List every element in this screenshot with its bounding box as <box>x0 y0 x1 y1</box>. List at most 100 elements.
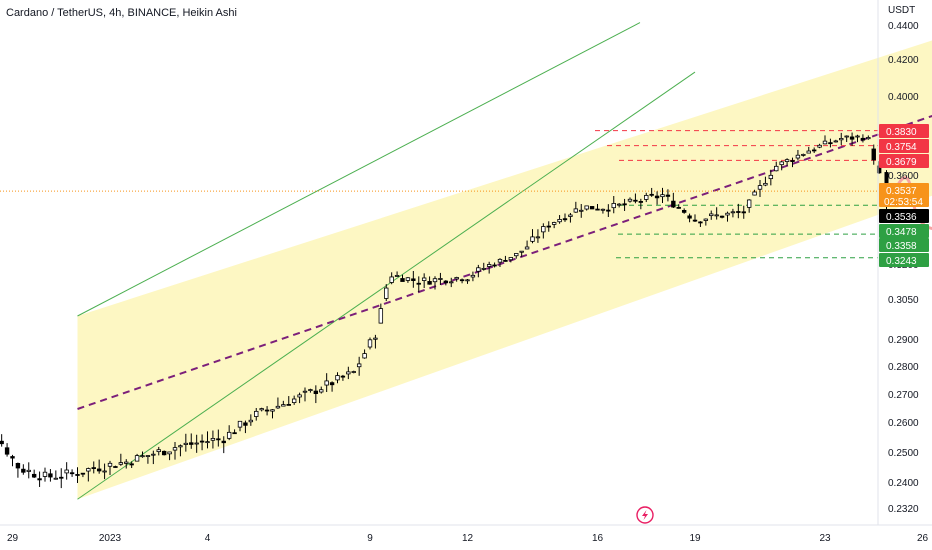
tradingview-logo-icon[interactable] <box>636 506 654 524</box>
candle-up <box>64 469 69 474</box>
candle-up <box>817 144 822 148</box>
candle-up <box>124 461 129 464</box>
candle-down <box>4 447 10 455</box>
candle-down <box>400 278 405 282</box>
price-tag[interactable]: 0.3830 <box>879 124 929 138</box>
candle-down <box>329 382 335 386</box>
candle-up <box>248 419 254 423</box>
time-tick-label: 2023 <box>99 533 122 544</box>
candle-up <box>172 447 178 451</box>
candle-up <box>107 462 113 467</box>
candle-up <box>568 214 573 217</box>
candle-down <box>622 203 627 206</box>
candle-up <box>438 278 443 280</box>
time-tick-label: 9 <box>367 533 373 544</box>
candle-up <box>476 267 481 272</box>
candle-up <box>237 420 243 428</box>
candle-up <box>134 455 140 462</box>
price-tag[interactable]: 0.3679 <box>879 154 929 168</box>
candle-down <box>48 473 53 478</box>
candle-down <box>427 281 432 285</box>
candle-down <box>37 478 42 481</box>
price-tag[interactable]: 0.3536 <box>879 209 929 223</box>
candle-up <box>497 258 503 263</box>
price-tick-label: 0.2900 <box>888 335 919 346</box>
candle-down <box>638 201 644 203</box>
candle-up <box>644 195 649 200</box>
candle-up <box>757 185 763 190</box>
candle-up <box>389 276 394 283</box>
candle-up <box>210 438 216 441</box>
candle-up <box>779 161 784 166</box>
candle-up <box>866 137 871 140</box>
price-tick-label: 0.4000 <box>888 92 919 103</box>
channel-midline[interactable] <box>77 97 932 410</box>
candle-up <box>530 236 535 242</box>
candle-up <box>660 194 665 198</box>
candle-down <box>313 390 319 395</box>
price-tick-label: 0.4200 <box>888 55 919 66</box>
candle-down <box>698 221 703 224</box>
price-tag[interactable]: 0.3478 <box>879 224 929 238</box>
price-tag[interactable]: 0.3243 <box>879 253 929 267</box>
price-axis[interactable]: 0.44000.42000.40000.36000.33000.32000.30… <box>888 21 919 515</box>
candle-up <box>822 140 828 145</box>
candle-down <box>687 215 692 219</box>
time-tick-label: 4 <box>205 533 211 544</box>
candle-down <box>649 193 654 196</box>
candle-up <box>194 442 199 445</box>
candle-down <box>849 136 855 140</box>
candle-down <box>216 438 221 441</box>
candle-up <box>42 471 48 477</box>
candle-up <box>26 469 31 472</box>
channel-upper-line[interactable] <box>77 22 641 317</box>
candle-down <box>0 440 4 445</box>
candle-up <box>118 462 124 465</box>
candle-down <box>459 279 465 282</box>
candle-down <box>811 149 817 152</box>
candle-down <box>671 200 676 208</box>
candle-up <box>470 274 476 278</box>
candle-up <box>725 212 730 216</box>
price-axis-currency[interactable]: USDT <box>888 5 916 16</box>
candle-up <box>53 477 59 480</box>
price-tick-label: 0.2800 <box>888 362 919 373</box>
candle-up <box>752 191 757 196</box>
chart-title[interactable]: Cardano / TetherUS, 4h, BINANCE, Heikin … <box>6 7 237 19</box>
price-tag-value: 0.3537 <box>886 186 917 197</box>
price-tag[interactable]: 0.3754 <box>879 139 929 153</box>
candle-up <box>746 199 752 208</box>
price-tag[interactable]: 0.3358 <box>879 238 929 252</box>
candle-down <box>416 282 421 285</box>
candle-up <box>178 445 183 448</box>
candle-up <box>795 154 801 159</box>
time-tick-label: 16 <box>592 533 604 544</box>
candle-up <box>254 410 259 417</box>
time-axis[interactable]: 29202349121619232629Feb <box>7 533 932 544</box>
candle-down <box>503 260 508 262</box>
price-tick-label: 0.2700 <box>888 390 919 401</box>
candle-up <box>151 453 156 456</box>
candle-up <box>573 208 579 213</box>
time-tick-label: 26 <box>917 533 929 544</box>
candle-down <box>21 468 26 473</box>
candle-up <box>308 389 313 391</box>
candle-up <box>183 442 189 445</box>
candle-up <box>319 389 324 393</box>
candle-up <box>524 246 530 250</box>
price-tick-label: 0.2600 <box>888 418 919 429</box>
candle-up <box>421 277 427 281</box>
candle-up <box>302 390 308 393</box>
candle-up <box>156 449 161 453</box>
candle-up <box>324 380 329 386</box>
candle-down <box>286 404 291 406</box>
candle-down <box>828 142 833 145</box>
candle-down <box>221 440 226 444</box>
candle-down <box>589 206 595 210</box>
candle-down <box>96 468 102 472</box>
candle-down <box>736 211 741 213</box>
candle-down <box>199 440 205 443</box>
